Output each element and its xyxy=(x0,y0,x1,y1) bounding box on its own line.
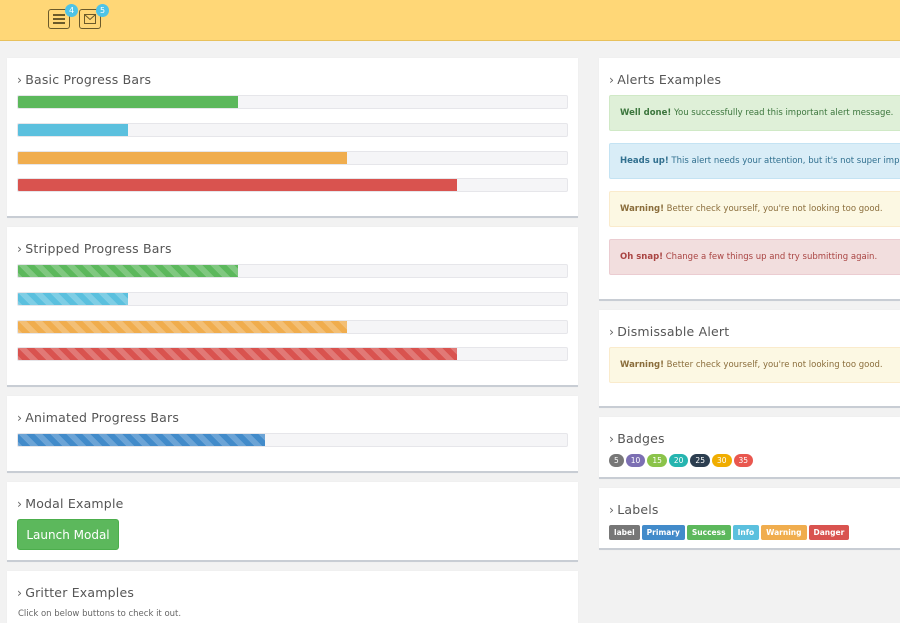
progress-fill xyxy=(18,265,238,277)
basic-progress-panel: › Basic Progress Bars xyxy=(7,58,578,218)
progress-fill xyxy=(18,96,238,108)
chevron-right-icon: › xyxy=(609,431,615,446)
progress-fill xyxy=(18,124,128,136)
badge-list: 5 10 15 20 25 30 35 xyxy=(609,454,754,467)
badge: 30 xyxy=(711,454,732,467)
panel-title: › Dismissable Alert xyxy=(609,324,730,339)
panel-title: › Labels xyxy=(609,502,659,517)
alert-warning: Warning! Better check yourself, you're n… xyxy=(609,191,900,227)
panel-title: › Alerts Examples xyxy=(609,72,722,87)
chevron-right-icon: › xyxy=(17,241,23,256)
chevron-right-icon: › xyxy=(17,410,23,425)
progress-fill xyxy=(18,348,458,360)
progress-fill xyxy=(18,152,348,164)
gritter-examples-panel: › Gritter Examples Click on below buttons… xyxy=(7,571,578,623)
label-danger: Danger xyxy=(808,525,850,540)
label-success: Success xyxy=(686,525,731,540)
animated-progress-panel: › Animated Progress Bars xyxy=(7,396,578,473)
progress-bar xyxy=(17,95,568,109)
panel-title: › Basic Progress Bars xyxy=(17,72,152,87)
alert-info: Heads up! This alert needs your attentio… xyxy=(609,143,900,179)
badge: 10 xyxy=(625,454,646,467)
alerts-examples-panel: › Alerts Examples Well done! You successf… xyxy=(599,58,900,301)
panel-title: › Animated Progress Bars xyxy=(17,410,180,425)
chevron-right-icon: › xyxy=(609,324,615,339)
tasks-button[interactable]: 4 xyxy=(48,4,78,29)
gritter-instructions: Click on below buttons to check it out. xyxy=(18,609,182,619)
badge: 25 xyxy=(690,454,710,467)
chevron-right-icon: › xyxy=(609,72,615,87)
label-warning: Warning xyxy=(761,525,807,540)
panel-title: › Stripped Progress Bars xyxy=(17,241,172,256)
label-list: label Primary Success Info Warning Dange… xyxy=(609,525,850,540)
badge: 20 xyxy=(668,454,689,467)
panel-title: › Badges xyxy=(609,431,665,446)
progress-fill xyxy=(18,321,348,333)
badges-panel: › Badges 5 10 15 20 25 30 35 xyxy=(599,417,900,479)
progress-bar xyxy=(17,151,568,165)
panel-title: › Gritter Examples xyxy=(17,585,135,600)
striped-progress-panel: › Stripped Progress Bars xyxy=(7,227,578,387)
alert-danger: Oh snap! Change a few things up and try … xyxy=(609,239,900,275)
chevron-right-icon: › xyxy=(17,72,23,87)
progress-bar xyxy=(17,347,568,361)
messages-button[interactable]: 5 xyxy=(79,4,109,29)
tasks-icon xyxy=(53,14,65,24)
modal-example-panel: › Modal Example Launch Modal xyxy=(7,482,578,562)
tasks-count-badge: 4 xyxy=(65,4,78,17)
panel-title: › Modal Example xyxy=(17,496,124,511)
chevron-right-icon: › xyxy=(17,585,23,600)
dismissable-alert-panel: › Dismissable Alert Warning! Better check… xyxy=(599,310,900,408)
launch-modal-button[interactable]: Launch Modal xyxy=(17,519,119,550)
badge: 15 xyxy=(647,454,667,467)
label-info: Info xyxy=(732,525,760,540)
dismissable-alert[interactable]: Warning! Better check yourself, you're n… xyxy=(609,347,900,383)
envelope-icon xyxy=(84,14,96,24)
badge: 35 xyxy=(733,454,754,467)
progress-bar xyxy=(17,433,568,447)
progress-fill xyxy=(18,179,458,191)
progress-bar xyxy=(17,178,568,192)
alert-success: Well done! You successfully read this im… xyxy=(609,95,900,131)
progress-fill xyxy=(18,434,266,446)
top-header: 4 5 xyxy=(0,0,900,41)
chevron-right-icon: › xyxy=(17,496,23,511)
label-default: label xyxy=(609,525,640,540)
messages-count-badge: 5 xyxy=(96,4,109,17)
progress-bar xyxy=(17,264,568,278)
label-primary: Primary xyxy=(641,525,685,540)
chevron-right-icon: › xyxy=(609,502,615,517)
progress-fill xyxy=(18,293,128,305)
progress-bar xyxy=(17,292,568,306)
progress-bar xyxy=(17,320,568,334)
badge: 5 xyxy=(609,454,624,467)
progress-bar xyxy=(17,123,568,137)
labels-panel: › Labels label Primary Success Info Warni… xyxy=(599,488,900,550)
